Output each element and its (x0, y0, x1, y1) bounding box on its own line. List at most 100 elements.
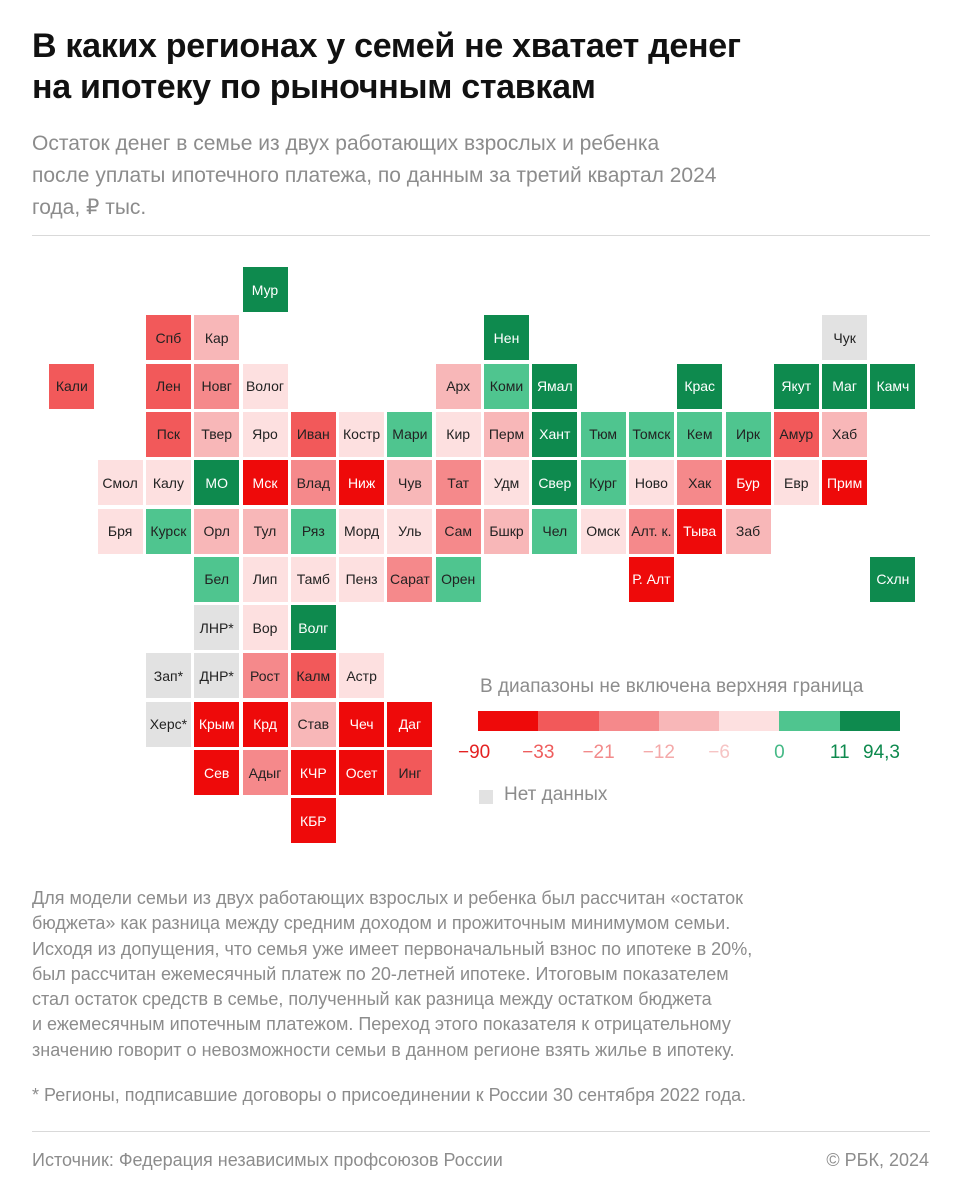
region-tile: Став (290, 701, 336, 747)
region-label: Новг (201, 378, 232, 395)
region-label: Нен (493, 329, 520, 346)
region-label: Схлн (876, 571, 910, 588)
region-label: Перм (488, 426, 525, 443)
region-label: Тул (253, 523, 277, 539)
region-label: Сам (444, 523, 473, 539)
region-label: Сарат (390, 571, 430, 588)
region-label: Кем (686, 426, 713, 443)
region-label: Ново (634, 474, 668, 491)
chart-subtitle: Остаток денег в семье из двух работающих… (32, 128, 912, 224)
region-tile: Курск (145, 508, 191, 554)
region-tile: Осет (339, 750, 385, 795)
legend-title: В диапазоны не включена верхняя граница (480, 676, 864, 697)
region-tile: Кем (677, 411, 723, 457)
legend-tick-label: 11 (829, 742, 850, 763)
region-label: Бур (736, 474, 760, 491)
region-tile: Коми (484, 363, 529, 409)
region-tile: Тат (435, 460, 481, 506)
region-tile: Камч (870, 363, 916, 409)
region-tile: Мур (242, 267, 288, 312)
region-label: Хаб (832, 426, 858, 443)
region-tile: Волг (290, 605, 336, 651)
region-tile: Амур (773, 411, 819, 457)
region-tile: Кург (580, 460, 626, 506)
region-label: Калм (296, 667, 331, 684)
region-label: Твер (201, 426, 233, 443)
region-tile: Тыва (677, 508, 723, 554)
region-label: КЧР (299, 764, 327, 781)
methodology-note: Для модели семьи из двух работающих взро… (32, 886, 932, 1063)
region-tile: Рост (242, 653, 288, 699)
region-label: Хант (539, 426, 571, 443)
region-tile: Свер (532, 460, 578, 506)
legend-swatch (598, 711, 659, 731)
region-tile: Ямал (532, 363, 578, 409)
legend-tick-label: 0 (774, 742, 785, 763)
divider (32, 1131, 930, 1132)
region-tile: Омск (580, 508, 626, 554)
region-tile: Якут (773, 363, 819, 409)
region-tile: Бря (97, 508, 143, 554)
region-label: Орл (203, 523, 230, 539)
region-label: Адыг (248, 764, 282, 781)
region-tile: Лен (145, 363, 191, 409)
legend-tick-label: −6 (708, 742, 730, 763)
region-label: Спб (155, 329, 182, 346)
region-tile: Кар (194, 315, 240, 361)
region-tile: Херс* (145, 701, 191, 747)
region-tile: Калу (145, 460, 191, 506)
region-label: Амур (779, 426, 814, 443)
title-line: на ипотеку по рыночным ставкам (32, 68, 596, 106)
region-label: Волог (245, 378, 285, 395)
region-label: Якут (781, 378, 812, 395)
region-tile: Твер (194, 411, 240, 457)
region-label: Морд (343, 523, 380, 539)
region-label: Евр (784, 474, 809, 491)
region-label: Тюм (589, 426, 618, 443)
region-label: Мур (251, 281, 279, 298)
region-tile: Схлн (870, 556, 916, 602)
region-tile: Бур (725, 460, 771, 506)
region-tile: Инг (387, 750, 433, 795)
methodology-line: стал остаток средств в семье, полученный… (32, 989, 712, 1010)
region-label: Чув (398, 474, 422, 491)
region-label: Алт. к. (631, 523, 672, 539)
region-tile: Перм (484, 411, 529, 457)
region-label: КБР (299, 812, 327, 829)
region-tile: Тул (242, 508, 288, 554)
methodology-line: Исходя из допущения, что семья уже имеет… (32, 938, 753, 959)
region-tile: Бшкр (484, 508, 529, 554)
region-label: Камч (876, 378, 910, 395)
region-label: Лен (156, 378, 181, 395)
region-tile: Чеч (339, 701, 385, 747)
subtitle-line: года, ₽ тыс. (32, 196, 147, 219)
region-tile: Адыг (242, 750, 288, 795)
region-tile: Морд (339, 508, 385, 554)
region-tile: Астр (339, 653, 385, 699)
region-tile: Ниж (339, 460, 385, 506)
region-tile: Влад (290, 460, 336, 506)
region-tile: Лип (242, 556, 288, 602)
region-tile: Уль (387, 508, 433, 554)
region-tile: Мари (387, 411, 433, 457)
legend-tick-label: 94,3 (863, 742, 900, 763)
legend-swatch (839, 711, 900, 731)
region-label: Осет (345, 764, 378, 781)
region-label: Ирк (736, 426, 760, 443)
region-tile: Волог (242, 363, 288, 409)
region-tile: ДНР* (194, 653, 240, 699)
region-label: Бря (107, 523, 133, 539)
legend-color-scale (478, 711, 900, 731)
legend-tick-label: −33 (522, 742, 555, 763)
region-tile: Маг (822, 363, 868, 409)
region-label: Арх (446, 378, 471, 395)
region-tile: Вор (242, 605, 288, 651)
divider (32, 235, 930, 236)
legend-swatch (779, 711, 840, 731)
region-tile: Евр (773, 460, 819, 506)
region-label: Кург (589, 474, 618, 491)
region-tile: Сарат (387, 556, 433, 602)
region-label: Чук (833, 329, 856, 346)
region-label: Яро (252, 426, 278, 443)
region-tile: Арх (435, 363, 481, 409)
